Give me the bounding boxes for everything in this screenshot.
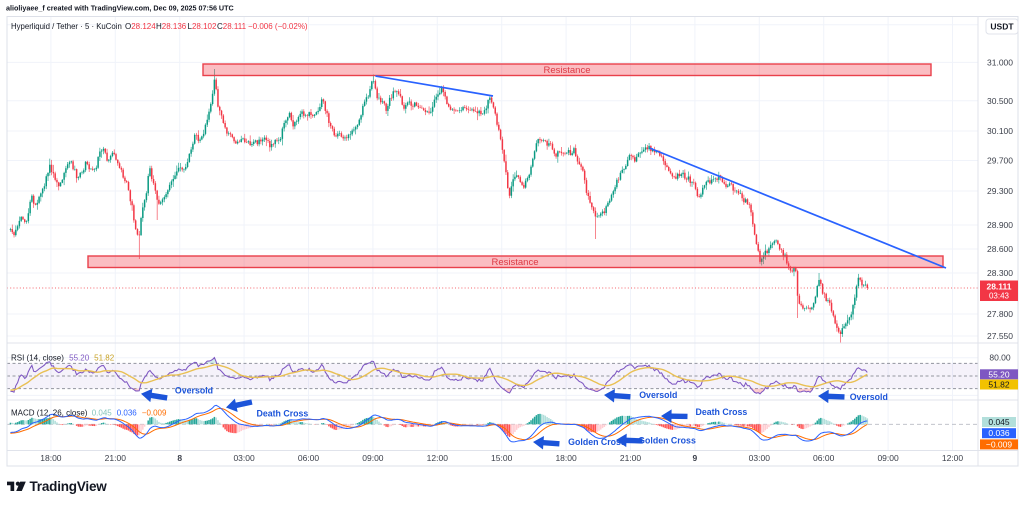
svg-text:12:00: 12:00 xyxy=(942,453,964,463)
svg-text:0.045: 0.045 xyxy=(988,417,1010,427)
svg-text:H28.136: H28.136 xyxy=(156,22,187,31)
svg-text:Oversold: Oversold xyxy=(175,386,213,396)
svg-text:27.800: 27.800 xyxy=(987,309,1013,319)
svg-text:O28.124: O28.124 xyxy=(125,22,156,31)
svg-text:12:00: 12:00 xyxy=(427,453,449,463)
svg-text:06:00: 06:00 xyxy=(298,453,320,463)
svg-text:09:00: 09:00 xyxy=(877,453,899,463)
svg-text:USDT: USDT xyxy=(990,22,1014,32)
svg-text:TradingView: TradingView xyxy=(30,479,108,494)
svg-text:30.500: 30.500 xyxy=(987,96,1013,106)
svg-text:Hyperliquid / Tether · 5 · KuC: Hyperliquid / Tether · 5 · KuCoin xyxy=(11,22,122,31)
svg-text:Oversold: Oversold xyxy=(850,392,888,402)
svg-text:21:00: 21:00 xyxy=(105,453,127,463)
svg-text:80.00: 80.00 xyxy=(989,353,1011,363)
svg-text:31.000: 31.000 xyxy=(987,57,1013,67)
svg-text:03:43: 03:43 xyxy=(989,292,1010,301)
svg-text:Resistance: Resistance xyxy=(544,65,591,76)
svg-text:Oversold: Oversold xyxy=(639,390,677,400)
svg-text:09:00: 09:00 xyxy=(362,453,384,463)
svg-text:18:00: 18:00 xyxy=(555,453,577,463)
svg-text:30.100: 30.100 xyxy=(987,126,1013,136)
svg-text:18:00: 18:00 xyxy=(40,453,62,463)
svg-text:29.300: 29.300 xyxy=(987,186,1013,196)
svg-text:29.700: 29.700 xyxy=(987,156,1013,166)
svg-text:55.20: 55.20 xyxy=(988,369,1010,379)
svg-text:27.550: 27.550 xyxy=(987,331,1013,341)
svg-text:−0.006 (−0.02%): −0.006 (−0.02%) xyxy=(248,22,308,31)
svg-text:03:00: 03:00 xyxy=(749,453,771,463)
svg-text:15:00: 15:00 xyxy=(491,453,513,463)
svg-text:Golden Cross: Golden Cross xyxy=(638,435,696,445)
svg-text:28.600: 28.600 xyxy=(987,244,1013,254)
svg-text:0.036: 0.036 xyxy=(988,428,1010,438)
svg-text:03:00: 03:00 xyxy=(233,453,255,463)
svg-text:alioliyaee_f created with Trad: alioliyaee_f created with TradingView.co… xyxy=(6,4,234,13)
svg-text:L28.102: L28.102 xyxy=(188,22,217,31)
svg-text:21:00: 21:00 xyxy=(620,453,642,463)
svg-text:28.900: 28.900 xyxy=(987,220,1013,230)
svg-text:Death Cross: Death Cross xyxy=(256,408,308,418)
svg-text:28.300: 28.300 xyxy=(987,268,1013,278)
svg-text:28.111: 28.111 xyxy=(986,282,1011,292)
svg-text:06:00: 06:00 xyxy=(813,453,835,463)
svg-text:C28.111: C28.111 xyxy=(217,22,247,31)
svg-text:Golden Cross: Golden Cross xyxy=(568,437,626,447)
svg-text:51.82: 51.82 xyxy=(988,380,1010,390)
svg-text:9: 9 xyxy=(693,453,698,463)
svg-text:Resistance: Resistance xyxy=(492,257,539,268)
svg-text:−0.009: −0.009 xyxy=(986,439,1013,449)
svg-text:8: 8 xyxy=(177,453,182,463)
svg-text:Death Cross: Death Cross xyxy=(695,407,747,417)
